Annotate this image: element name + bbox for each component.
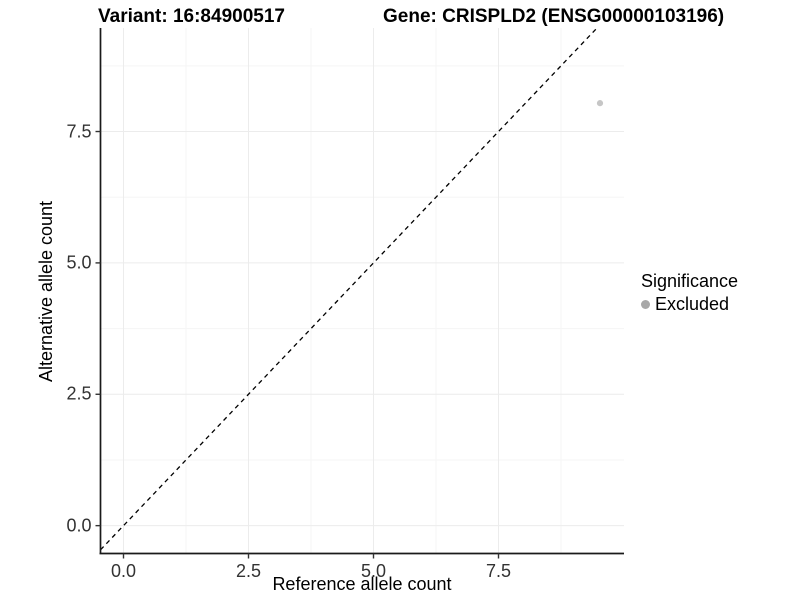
y-tick-label: 0.0 [66,515,92,536]
y-tick-label: 5.0 [66,252,92,273]
x-tick-label: 0.0 [110,560,137,581]
y-tick-label: 7.5 [66,121,92,142]
legend-items: Excluded [641,294,738,315]
y-tick-label: 2.5 [66,383,92,404]
x-tick-label: 2.5 [235,560,262,581]
legend-item: Excluded [641,294,738,315]
data-point [596,100,604,107]
legend-title: Significance [641,271,739,291]
y-axis-title-text: Alternative allele count [36,200,57,382]
plot-title-variant: Variant: 16:84900517 [98,6,285,27]
x-tick-label: 5.0 [360,560,387,581]
legend-point-icon [641,300,650,309]
x-tick-label: 7.5 [485,560,512,581]
legend: Significance Excluded [641,271,738,315]
plot-title-gene: Gene: CRISPLD2 (ENSG00000103196) [383,6,725,27]
identity-reference-line [100,28,598,551]
legend-label: Excluded [655,294,730,314]
x-axis-title: Reference allele count [272,574,452,594]
